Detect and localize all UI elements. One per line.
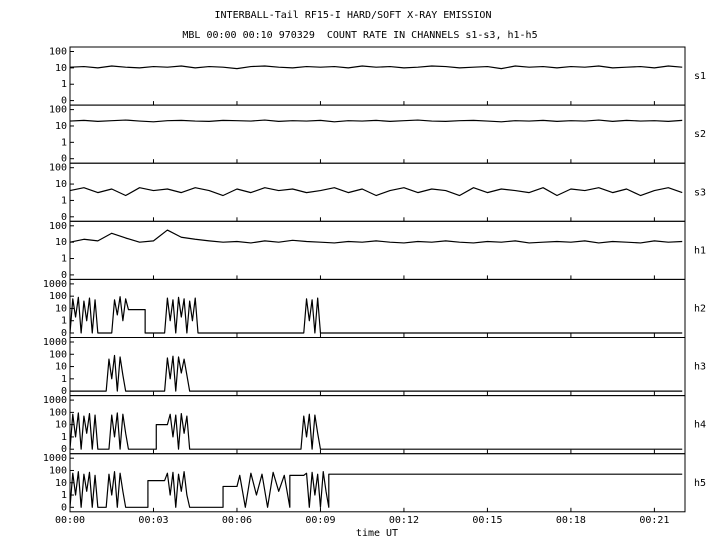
y-tick-label: 1: [61, 79, 67, 90]
y-tick-label: 10: [55, 420, 67, 431]
y-tick-label: 0: [61, 96, 67, 107]
data-line: [70, 354, 683, 392]
chart-title: INTERBALL-Tail RF15-I HARD/SOFT X-RAY EM…: [215, 10, 492, 21]
y-tick-label: 100: [49, 105, 67, 116]
panel-label: h1: [694, 245, 706, 256]
data-line: [69, 119, 683, 123]
y-tick-label: 10: [55, 478, 67, 489]
panel-label: s1: [694, 71, 706, 82]
panel-label: s3: [694, 187, 706, 198]
y-tick-label: 10: [55, 179, 67, 190]
y-tick-label: 10: [55, 237, 67, 248]
y-tick-label: 0: [61, 154, 67, 165]
y-tick-label: 1: [61, 254, 67, 265]
panel-label: s2: [694, 129, 706, 140]
y-tick-label: 100: [49, 407, 67, 418]
chart-subtitle: MBL 00:00 00:10 970329 COUNT RATE IN CHA…: [182, 30, 537, 41]
data-line: [69, 229, 683, 244]
y-tick-label: 1: [61, 374, 67, 385]
y-tick-label: 10: [55, 63, 67, 74]
y-tick-label: 1: [61, 432, 67, 443]
y-tick-label: 1000: [43, 279, 67, 290]
y-tick-label: 1000: [43, 395, 67, 406]
y-tick-label: 0: [61, 270, 67, 281]
y-tick-label: 0: [61, 386, 67, 397]
y-tick-label: 1: [61, 490, 67, 501]
y-tick-label: 10: [55, 362, 67, 373]
y-tick-label: 100: [49, 291, 67, 302]
y-tick-label: 100: [49, 163, 67, 174]
panel-label: h4: [694, 420, 706, 431]
y-tick-label: 1: [61, 137, 67, 148]
x-tick-label: 00:03: [138, 515, 168, 526]
y-tick-label: 0: [61, 328, 67, 339]
x-tick-label: 00:09: [305, 515, 335, 526]
x-axis-label: time UT: [356, 528, 398, 539]
y-tick-label: 0: [61, 212, 67, 223]
x-tick-label: 00:18: [556, 515, 586, 526]
panel-label: h2: [694, 303, 706, 314]
y-tick-label: 100: [49, 47, 67, 58]
x-tick-label: 00:06: [222, 515, 252, 526]
y-tick-label: 10: [55, 303, 67, 314]
x-tick-label: 00:12: [389, 515, 419, 526]
y-tick-label: 100: [49, 465, 67, 476]
data-line: [69, 296, 683, 334]
y-tick-label: 100: [49, 349, 67, 360]
y-tick-label: 10: [55, 121, 67, 132]
panel-label: h5: [694, 478, 706, 489]
x-tick-label: 00:00: [55, 515, 85, 526]
data-line: [69, 471, 683, 508]
y-tick-label: 100: [49, 221, 67, 232]
y-tick-label: 1: [61, 195, 67, 206]
data-line: [69, 65, 683, 70]
y-tick-label: 0: [61, 502, 67, 513]
y-tick-label: 0: [61, 444, 67, 455]
y-tick-label: 1000: [43, 337, 67, 348]
x-tick-label: 00:15: [472, 515, 502, 526]
data-line: [69, 412, 683, 450]
data-line: [69, 187, 683, 197]
y-tick-label: 1000: [43, 453, 67, 464]
y-tick-label: 1: [61, 316, 67, 327]
panel-label: h3: [694, 362, 706, 373]
x-tick-label: 00:21: [639, 515, 669, 526]
